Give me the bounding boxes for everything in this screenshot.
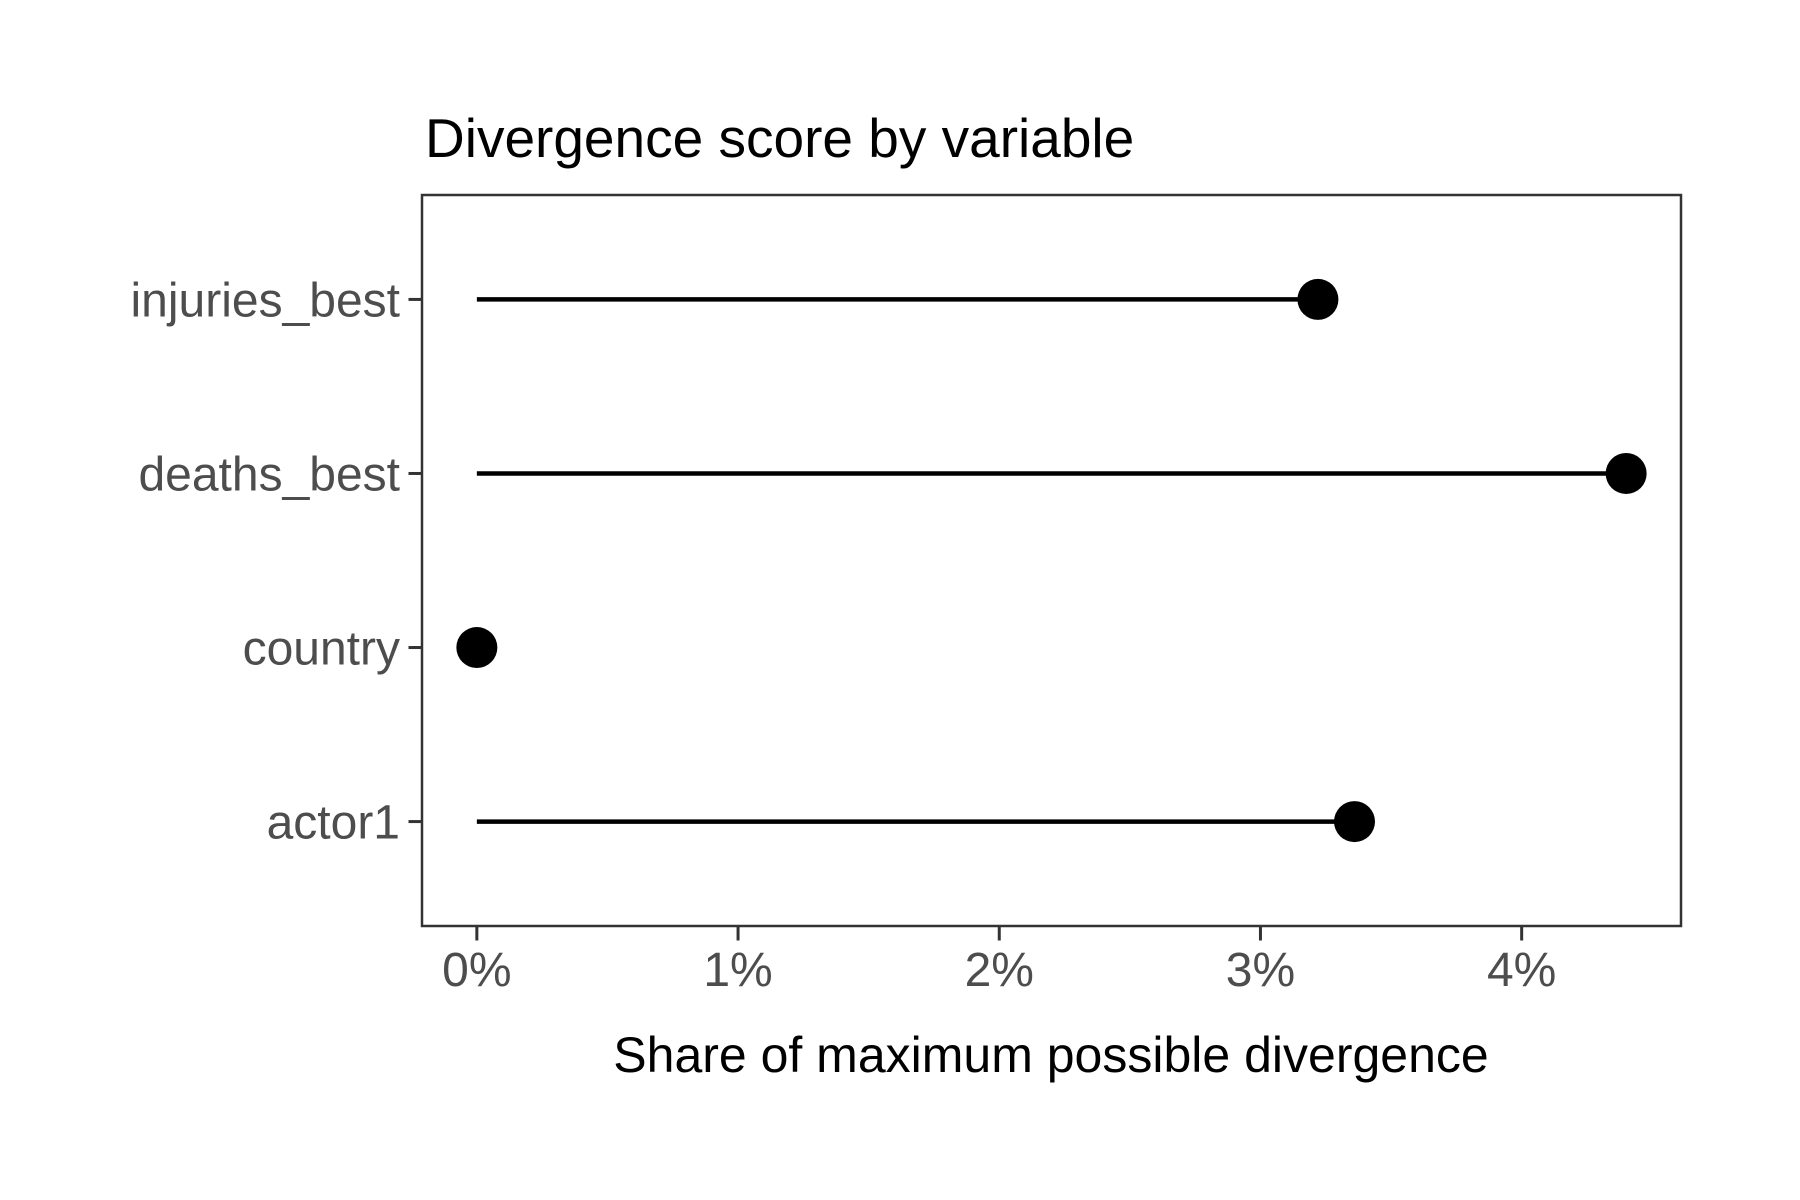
- x-tick-label: 3%: [1226, 944, 1295, 997]
- data-point: [456, 627, 498, 669]
- plot-title: Divergence score by variable: [425, 107, 1134, 169]
- plot-panel: [420, 193, 1683, 928]
- x-tick-label: 2%: [965, 944, 1034, 997]
- data-point: [1605, 452, 1647, 494]
- data-point: [1333, 801, 1375, 843]
- y-axis-label-deaths_best: deaths_best: [138, 448, 400, 501]
- y-axis-label-injuries_best: injuries_best: [131, 274, 400, 327]
- x-axis-title: Share of maximum possible divergence: [613, 1027, 1488, 1083]
- y-axis-label-country: country: [243, 623, 400, 676]
- data-point: [1297, 278, 1339, 320]
- x-tick-label: 1%: [703, 944, 772, 997]
- y-axis-label-actor1: actor1: [267, 797, 400, 850]
- x-tick-label: 0%: [442, 944, 511, 997]
- x-tick-label: 4%: [1487, 944, 1556, 997]
